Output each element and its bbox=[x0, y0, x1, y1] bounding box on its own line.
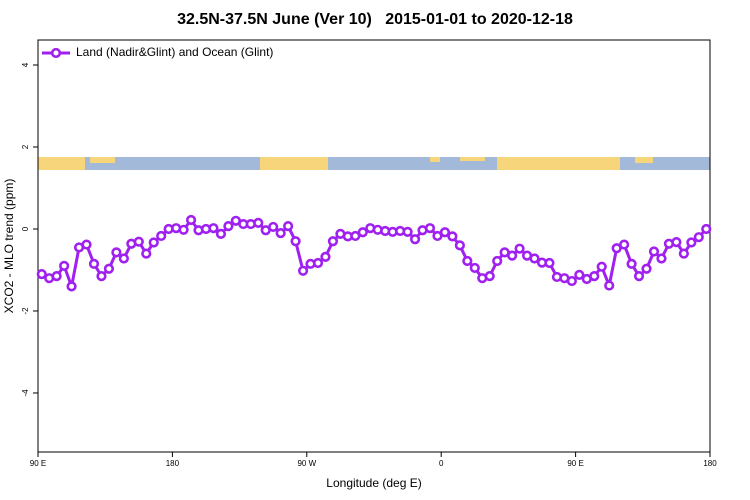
data-point bbox=[447, 231, 458, 242]
data-point bbox=[103, 263, 115, 274]
data-point bbox=[701, 223, 712, 235]
y-axis-label: XCO2 - MLO trend (ppm) bbox=[2, 179, 16, 314]
data-point bbox=[462, 255, 473, 267]
data-point bbox=[290, 236, 301, 247]
x-tick-label: 180 bbox=[166, 459, 180, 468]
data-point bbox=[350, 230, 361, 242]
legend-marker bbox=[50, 47, 62, 59]
data-point bbox=[566, 275, 577, 287]
data-point bbox=[619, 239, 630, 250]
data-point bbox=[283, 221, 294, 232]
data-point bbox=[641, 263, 652, 274]
y-tick-label: 0 bbox=[21, 226, 30, 231]
data-point bbox=[469, 262, 480, 274]
data-point bbox=[297, 265, 309, 276]
data-point bbox=[208, 223, 219, 234]
data-point bbox=[66, 281, 77, 292]
data-point bbox=[589, 271, 600, 282]
data-point bbox=[648, 246, 660, 257]
y-tick-label: -4 bbox=[21, 389, 30, 397]
data-point bbox=[514, 243, 525, 254]
data-point bbox=[111, 247, 122, 258]
data-point bbox=[656, 253, 667, 264]
x-tick-label: 180 bbox=[703, 459, 717, 468]
data-point bbox=[327, 236, 339, 247]
legend-text: Land (Nadir&Glint) and Ocean (Glint) bbox=[76, 45, 273, 59]
x-axis-label: Longitude (deg E) bbox=[326, 476, 421, 490]
data-point bbox=[633, 271, 645, 282]
data-point bbox=[81, 239, 92, 250]
y-tick-label: 4 bbox=[21, 62, 30, 67]
data-point bbox=[484, 271, 495, 282]
data-point bbox=[51, 271, 62, 282]
data-point bbox=[141, 248, 152, 259]
data-point bbox=[596, 261, 607, 272]
chart-title: 32.5N-37.5N June (Ver 10) 2015-01-01 to … bbox=[177, 11, 573, 28]
data-point bbox=[432, 230, 443, 242]
data-point bbox=[574, 269, 585, 281]
data-point bbox=[178, 224, 189, 235]
data-point bbox=[357, 227, 368, 238]
data-point bbox=[611, 243, 622, 254]
data-point bbox=[118, 253, 129, 264]
data-point bbox=[59, 260, 70, 271]
data-point bbox=[253, 217, 264, 228]
y-tick-label: 2 bbox=[21, 144, 30, 149]
data-point bbox=[312, 257, 324, 269]
data-point bbox=[678, 248, 689, 259]
data-point bbox=[507, 250, 518, 261]
y-tick-label: -2 bbox=[21, 307, 30, 315]
data-point bbox=[626, 258, 637, 269]
data-point bbox=[215, 228, 227, 240]
data-point bbox=[409, 234, 421, 245]
x-tick-label: 0 bbox=[439, 459, 444, 468]
data-point bbox=[693, 232, 704, 243]
map-strip bbox=[38, 157, 710, 170]
data-point bbox=[686, 237, 697, 248]
data-point bbox=[604, 280, 615, 291]
data-point bbox=[320, 251, 331, 262]
data-point bbox=[223, 221, 234, 232]
data-point bbox=[275, 227, 286, 239]
x-tick-label: 90 E bbox=[30, 459, 46, 468]
data-point bbox=[492, 255, 503, 267]
data-point bbox=[156, 230, 167, 242]
data-point bbox=[424, 223, 436, 234]
data-point bbox=[454, 240, 465, 251]
data-point bbox=[439, 227, 451, 238]
data-point bbox=[96, 271, 107, 282]
data-point bbox=[133, 236, 144, 247]
x-tick-label: 90 E bbox=[567, 459, 583, 468]
data-point bbox=[402, 226, 413, 237]
data-point bbox=[671, 237, 682, 248]
data-point bbox=[148, 237, 159, 248]
data-point bbox=[185, 214, 197, 226]
data-point bbox=[544, 257, 555, 269]
data-point bbox=[529, 253, 540, 264]
x-tick-label: 90 W bbox=[297, 459, 316, 468]
data-point bbox=[268, 221, 279, 233]
data-point bbox=[88, 258, 100, 269]
data-point bbox=[36, 268, 47, 280]
plot-frame bbox=[37, 39, 711, 453]
